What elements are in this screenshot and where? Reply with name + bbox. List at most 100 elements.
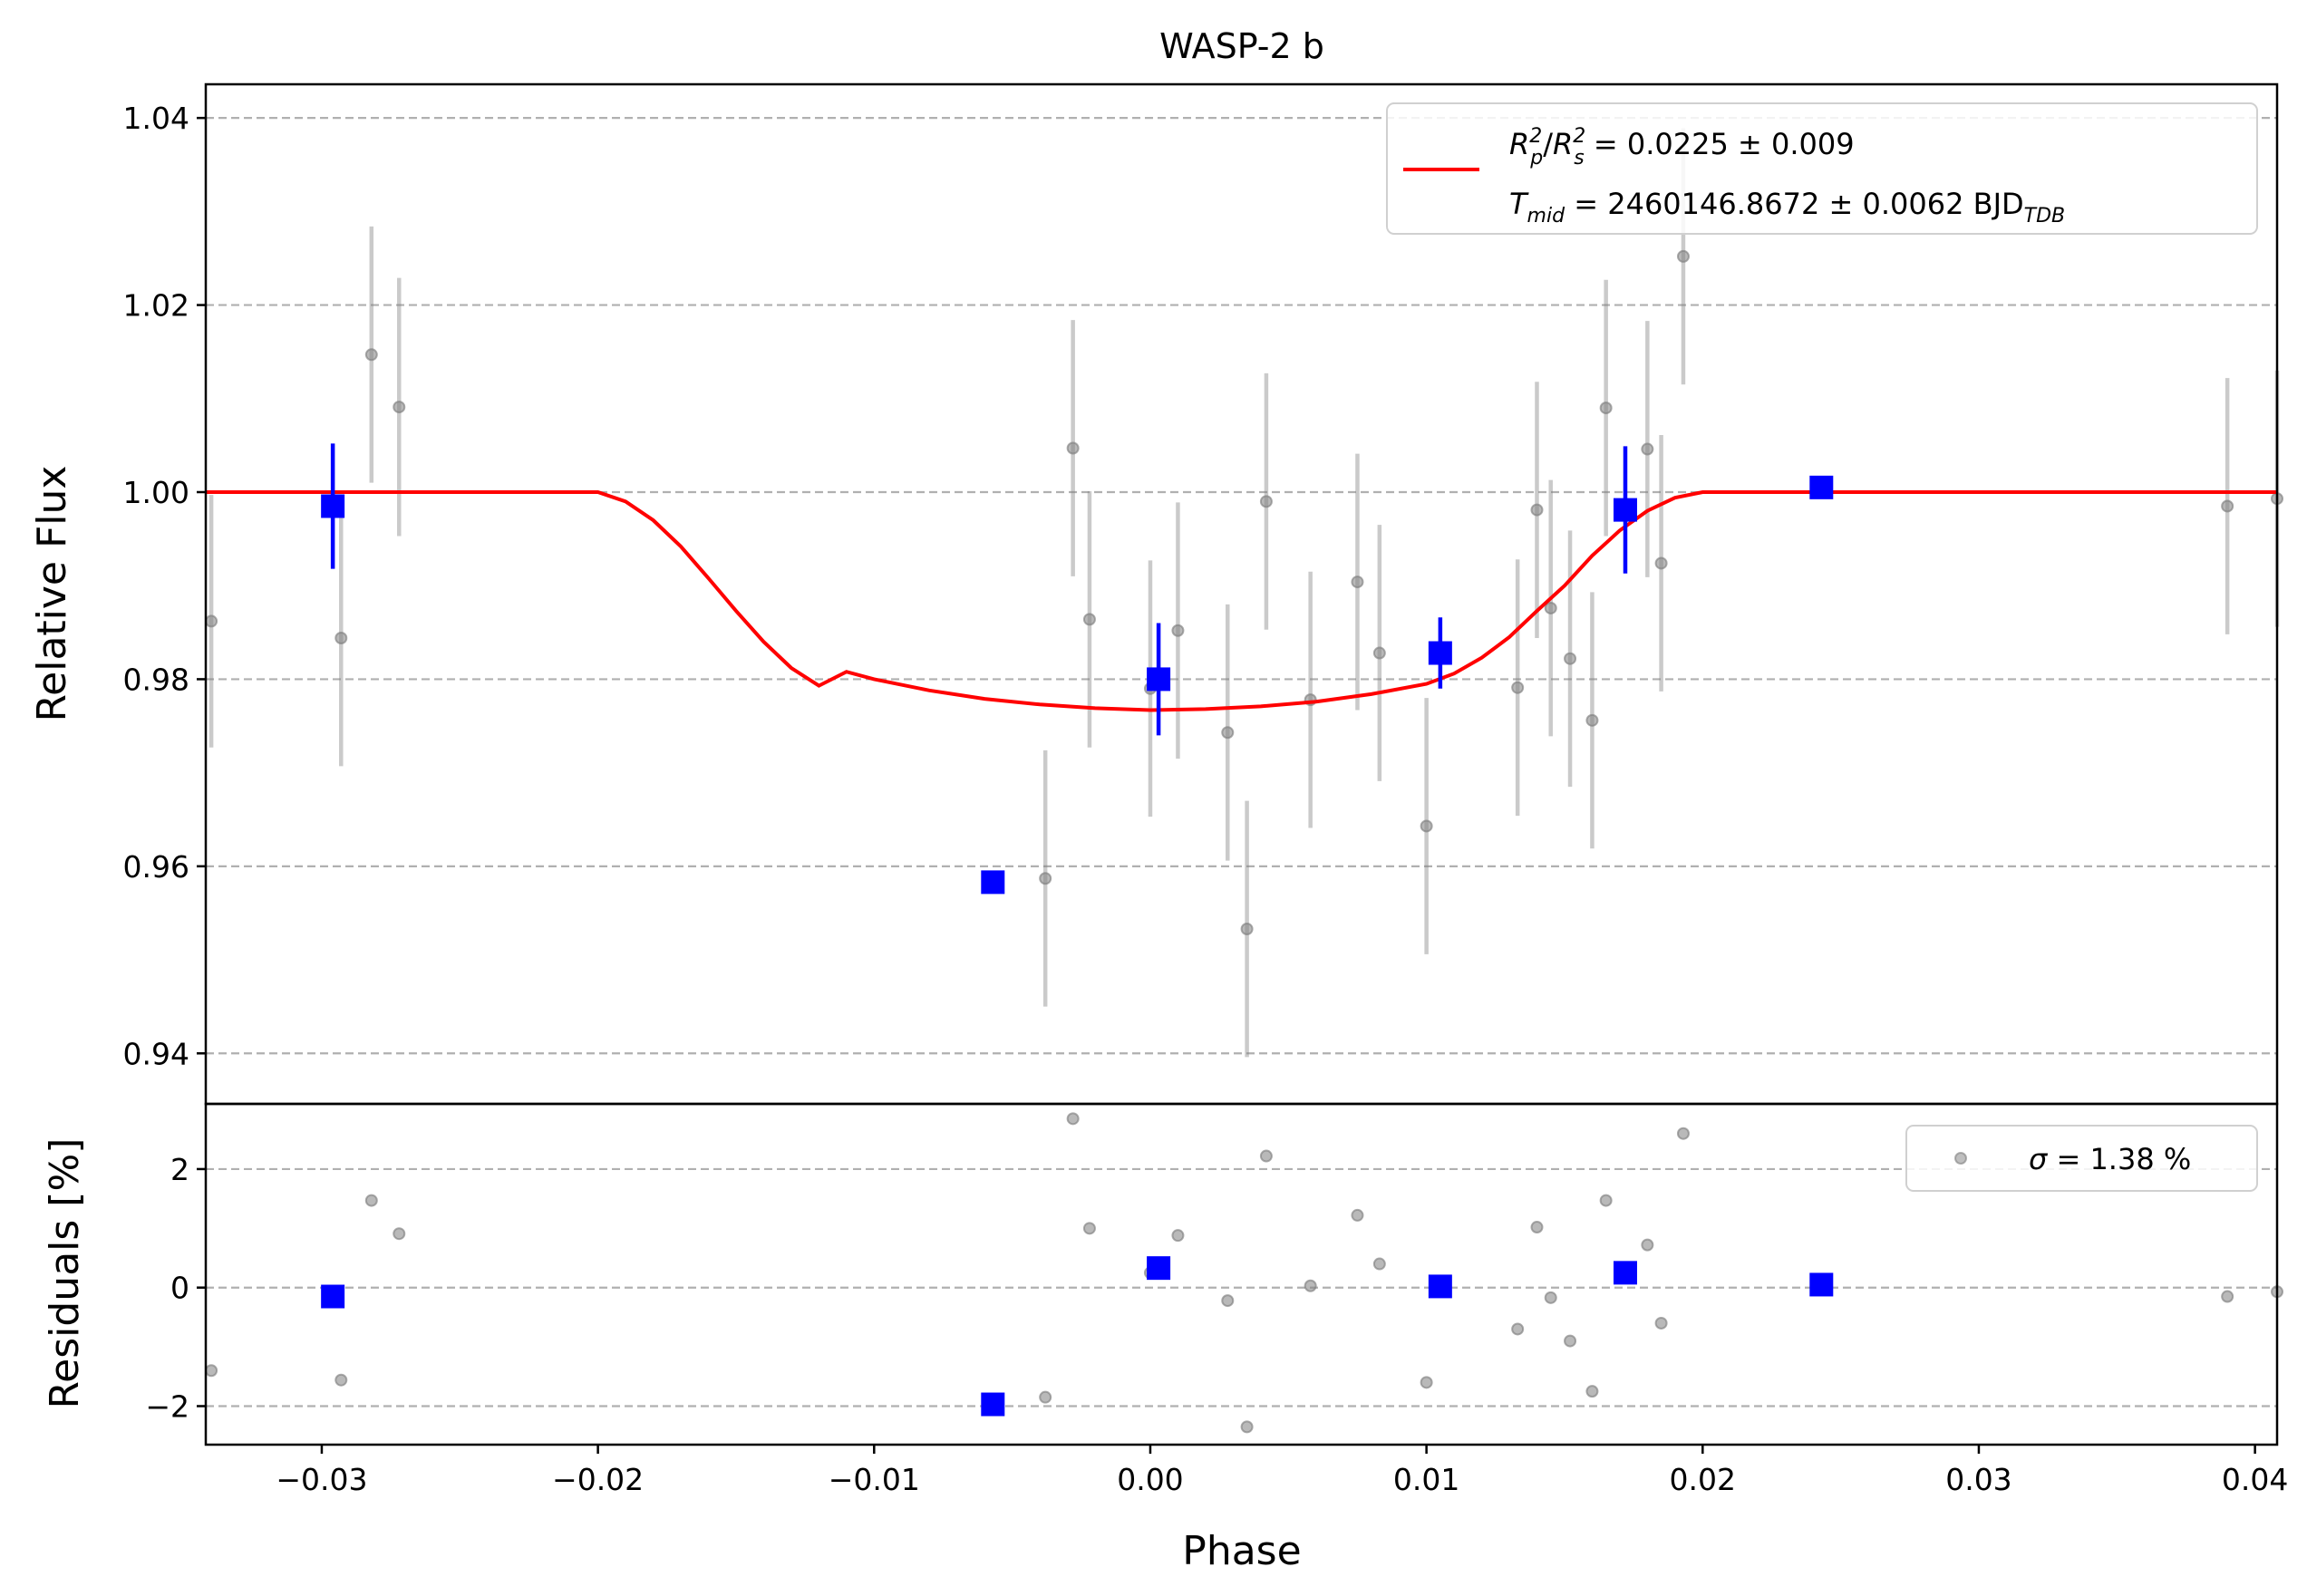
raw-residual-point bbox=[1221, 1294, 1235, 1308]
raw-residual-point bbox=[1544, 1291, 1557, 1304]
binned-data-point bbox=[981, 870, 1005, 895]
raw-residual-point bbox=[1641, 1238, 1654, 1252]
binned-data-point bbox=[1809, 475, 1834, 499]
top-legend: R2 p/R2 s = 0.0225 ± 0.009 Tmid = 2460146.… bbox=[1386, 102, 2258, 235]
top-y-tick-label: 0.96 bbox=[123, 849, 189, 885]
raw-residual-point bbox=[1066, 1112, 1080, 1126]
raw-data-point bbox=[1544, 601, 1557, 614]
raw-data-point bbox=[1530, 503, 1544, 517]
raw-data-point bbox=[1654, 556, 1668, 570]
raw-residual-point bbox=[1599, 1194, 1613, 1207]
top-binned-points bbox=[321, 443, 1834, 895]
raw-residual-point bbox=[1082, 1222, 1096, 1235]
binned-data-point bbox=[1613, 498, 1637, 522]
raw-data-point bbox=[1351, 576, 1364, 589]
raw-data-point bbox=[1082, 613, 1096, 626]
top-y-tick-label: 1.04 bbox=[123, 101, 189, 136]
x-axis-title: Phase bbox=[1182, 1528, 1301, 1574]
raw-residual-point bbox=[1039, 1390, 1052, 1404]
top-y-tick-label: 1.00 bbox=[123, 475, 189, 510]
legend-radius-ratio: R2 p/R2 s = 0.0225 ± 0.009 bbox=[1509, 125, 1855, 169]
x-tick-label: 0.03 bbox=[1945, 1462, 2011, 1497]
binned-data-point bbox=[1428, 641, 1452, 665]
raw-data-point bbox=[1511, 681, 1525, 694]
raw-data-point bbox=[1585, 713, 1599, 727]
x-ticks: −0.03 −0.02 −0.01 0.00 0.01 0.02 0.03 0.04 bbox=[276, 1445, 2288, 1497]
top-grid bbox=[206, 117, 2277, 1055]
bottom-y-tick-label: 0 bbox=[170, 1271, 189, 1306]
bottom-y-tick-label: −2 bbox=[145, 1388, 189, 1424]
bottom-y-tick-label: 2 bbox=[170, 1152, 189, 1187]
top-y-tick-label: 1.02 bbox=[123, 288, 189, 324]
binned-data-point bbox=[1147, 667, 1171, 692]
raw-data-point bbox=[1641, 442, 1654, 456]
binned-data-point bbox=[321, 494, 345, 518]
x-tick-label: 0.04 bbox=[2222, 1462, 2288, 1497]
raw-residual-point bbox=[1372, 1257, 1386, 1271]
raw-residual-point bbox=[1351, 1208, 1364, 1222]
raw-residual-point bbox=[364, 1194, 378, 1207]
transit-model-line bbox=[206, 490, 2277, 712]
raw-data-point bbox=[1564, 652, 1577, 665]
bottom-legend-box bbox=[1905, 1125, 2258, 1192]
bottom-legend: σ = 1.38 % bbox=[1905, 1125, 2258, 1192]
raw-residual-point bbox=[1259, 1149, 1273, 1163]
binned-residual-point bbox=[1428, 1274, 1452, 1299]
legend-mid-transit-time: Tmid = 2460146.8672 ± 0.0062 BJDTDB bbox=[1509, 187, 2065, 227]
raw-residual-point bbox=[1676, 1127, 1690, 1140]
raw-data-point bbox=[1171, 624, 1185, 637]
raw-residual-point bbox=[1564, 1334, 1577, 1348]
raw-residual-point bbox=[2221, 1290, 2234, 1303]
x-tick-label: −0.01 bbox=[829, 1462, 920, 1497]
binned-residual-point bbox=[1147, 1256, 1171, 1281]
raw-residual-point bbox=[1530, 1221, 1544, 1234]
bottom-grid bbox=[206, 1167, 2277, 1407]
raw-residual-point bbox=[1240, 1420, 1254, 1434]
raw-residual-point bbox=[334, 1373, 348, 1387]
raw-data-point bbox=[393, 401, 406, 414]
x-tick-label: 0.01 bbox=[1393, 1462, 1459, 1497]
raw-residual-point bbox=[1304, 1279, 1317, 1292]
raw-residual-point bbox=[205, 1364, 218, 1378]
x-tick-label: −0.03 bbox=[276, 1462, 367, 1497]
binned-residual-point bbox=[1809, 1272, 1834, 1297]
x-tick-label: 0.02 bbox=[1670, 1462, 1736, 1497]
raw-residual-point bbox=[393, 1227, 406, 1241]
bottom-binned-points bbox=[321, 1256, 1834, 1417]
raw-data-point bbox=[1372, 646, 1386, 660]
raw-residual-point bbox=[1171, 1229, 1185, 1243]
top-y-tick-label: 0.94 bbox=[123, 1036, 189, 1071]
raw-data-point bbox=[1221, 726, 1235, 740]
binned-residual-point bbox=[1613, 1261, 1637, 1285]
x-tick-label: 0.00 bbox=[1117, 1462, 1183, 1497]
residuals-panel: −2 0 2 −0.03 −0.02 −0.01 0.00 0.01 0.02 0.03 0.04… bbox=[42, 1102, 2288, 1574]
raw-data-point bbox=[1039, 872, 1052, 885]
legend-sigma-label: σ = 1.38 % bbox=[2029, 1142, 2191, 1176]
top-y-tick-label: 0.98 bbox=[123, 662, 189, 697]
binned-residual-point bbox=[981, 1392, 1005, 1417]
bottom-legend-marker bbox=[1954, 1152, 1967, 1165]
raw-data-point bbox=[334, 632, 348, 645]
raw-residual-point bbox=[1585, 1385, 1599, 1398]
raw-data-point bbox=[205, 614, 218, 628]
top-y-ticks: 0.94 0.96 0.98 1.00 1.02 1.04 bbox=[123, 101, 206, 1071]
top-raw-points bbox=[205, 128, 2283, 1058]
top-y-axis-title: Relative Flux bbox=[29, 466, 75, 722]
raw-data-point bbox=[2221, 499, 2234, 513]
plot-title: WASP-2 b bbox=[1159, 26, 1324, 66]
raw-residual-point bbox=[1420, 1376, 1433, 1389]
raw-data-point bbox=[1599, 401, 1613, 415]
top-legend-box bbox=[1386, 102, 2258, 235]
raw-data-point bbox=[1066, 441, 1080, 455]
bottom-y-ticks: −2 0 2 bbox=[145, 1152, 206, 1424]
raw-residual-point bbox=[1654, 1316, 1668, 1330]
raw-data-point bbox=[1676, 249, 1690, 263]
light-curve-panel: 0.94 0.96 0.98 1.00 1.02 1.04 R2 p/R2 s = 0.022… bbox=[29, 82, 2283, 1106]
bottom-y-axis-title: Residuals [%] bbox=[42, 1138, 88, 1409]
top-axes-frame bbox=[204, 82, 2279, 1106]
raw-data-point bbox=[1420, 819, 1433, 833]
bottom-axes-frame bbox=[204, 1102, 2279, 1446]
raw-residual-point bbox=[1511, 1322, 1525, 1336]
binned-residual-point bbox=[321, 1284, 345, 1309]
